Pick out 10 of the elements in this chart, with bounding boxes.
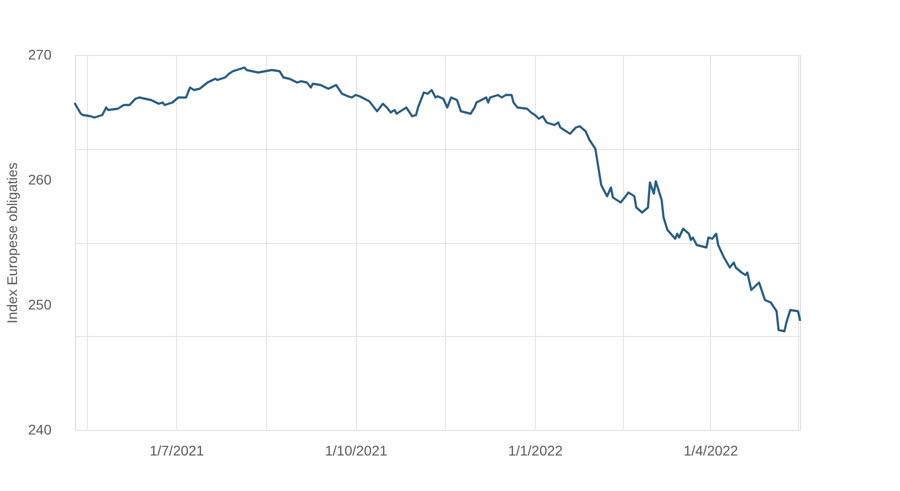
line-series — [74, 66, 802, 332]
x-tick-label: 1/7/2021 — [150, 442, 204, 458]
y-tick-label: 240 — [28, 422, 52, 438]
y-axis-title: Index Europese obligaties — [4, 162, 20, 324]
x-tick-label: 1/1/2022 — [508, 442, 563, 458]
y-tick-label: 260 — [28, 172, 52, 188]
y-tick-label: 270 — [28, 46, 52, 62]
x-tick-label: 1/10/2021 — [324, 442, 388, 458]
x-tick-label: 1/4/2022 — [684, 442, 738, 458]
y-tick-label: 250 — [28, 296, 52, 312]
